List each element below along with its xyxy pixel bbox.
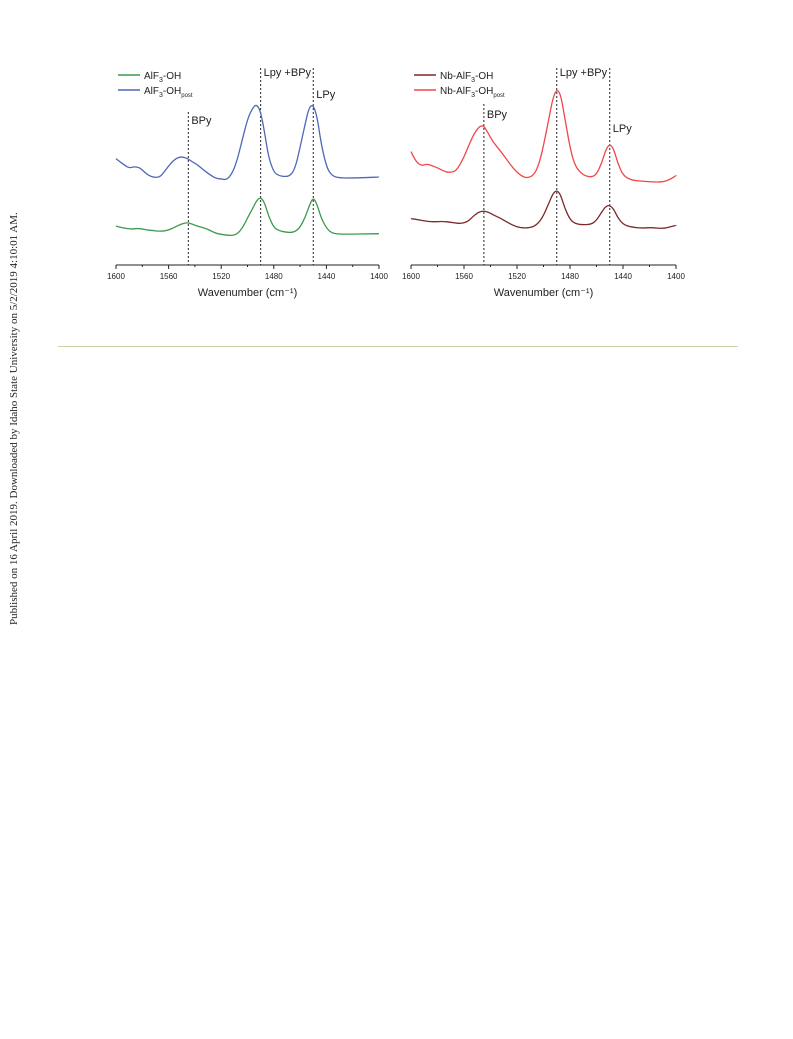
side-note-text: Published on 16 April 2019. Downloaded b… [8,212,20,625]
spectra-figure: 1600 1560 1520 1480 1440 1400 Wavenumber (cm⁻¹… [107,67,685,299]
series-line [410,90,677,183]
x-tick-label: 1520 [212,272,230,281]
legend-entry: Nb-AlF3-OH [440,71,493,84]
x-tick-label: 1600 [402,272,420,281]
annotation-label: Lpy +BPy [264,67,312,79]
x-tick-label: 1400 [370,272,388,281]
legend-entry: AlF3-OHpost [144,86,193,99]
series-line [115,104,380,181]
x-tick-label: 1480 [561,272,579,281]
series-line [410,190,677,229]
series-line [115,197,380,237]
annotation-label: Lpy +BPy [560,67,608,79]
x-tick-label: 1600 [107,272,125,281]
x-tick-label: 1480 [265,272,283,281]
x-axis-title: Wavenumber (cm⁻¹) [198,287,298,299]
page-separator [58,346,738,347]
x-tick-label: 1400 [667,272,685,281]
legend-entry: Nb-AlF3-OHpost [440,86,505,99]
x-tick-label: 1440 [614,272,632,281]
x-tick-label: 1440 [318,272,336,281]
x-tick-label: 1520 [508,272,526,281]
x-tick-label: 1560 [160,272,178,281]
legend-entry: AlF3-OH [144,71,181,84]
annotation-label: LPy [613,123,632,135]
side-note: Published on 16 April 2019. Downloaded b… [8,212,20,625]
annotation-label: LPy [316,89,335,101]
x-tick-label: 1560 [455,272,473,281]
x-axis-title: Wavenumber (cm⁻¹) [494,287,594,299]
annotation-label: BPy [191,115,212,127]
annotation-label: BPy [487,109,508,121]
